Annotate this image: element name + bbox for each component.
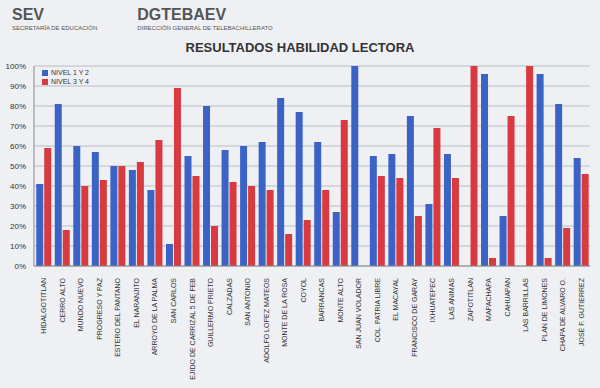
svg-text:ZAPOTITLAN: ZAPOTITLAN [467,278,474,321]
svg-text:30%: 30% [10,202,26,211]
svg-text:70%: 70% [10,122,26,131]
svg-text:LAS BARRILLAS: LAS BARRILLAS [522,278,529,332]
svg-text:90%: 90% [10,82,26,91]
svg-text:COL. PATRIA LIBRE: COL. PATRIA LIBRE [374,278,381,343]
svg-text:10%: 10% [10,242,26,251]
svg-text:CAHUAPAN: CAHUAPAN [504,278,511,316]
html-text:NIVEL 1 Y 2: NIVEL 1 Y 2 [51,69,89,76]
svg-text:ADOLFO LOPEZ MATEOS: ADOLFO LOPEZ MATEOS [263,278,270,363]
svg-text:SAN JUAN VOLADOR: SAN JUAN VOLADOR [355,278,362,349]
svg-text:MONTE ALTO: MONTE ALTO [337,277,344,322]
svg-text:ESTERO DEL PANTANO: ESTERO DEL PANTANO [114,277,121,356]
svg-text:CERRO ALTO: CERRO ALTO [59,277,66,322]
svg-text:PLAN DE LIMONES: PLAN DE LIMONES [541,278,548,342]
svg-text:CHAPA DE ALVARO O.: CHAPA DE ALVARO O. [559,278,566,351]
svg-text:FRANCISCO DE GARAY: FRANCISCO DE GARAY [411,278,418,357]
svg-text:EL MACAYAL: EL MACAYAL [392,278,399,321]
svg-text:COYOL: COYOL [300,278,307,303]
html-text:DIRECCIÓN GENERAL DE TELEBACHI: DIRECCIÓN GENERAL DE TELEBACHILLERATO [137,25,273,31]
html-text:RESULTADOS HABILIDAD LECTORA: RESULTADOS HABILIDAD LECTORA [185,40,415,55]
svg-text:MUNDO NUEVO: MUNDO NUEVO [77,277,84,331]
svg-text:LAS ANIMAS: LAS ANIMAS [448,278,455,320]
svg-text:20%: 20% [10,222,26,231]
svg-text:EJIDO DE CARRIZAL 5 DE FEB: EJIDO DE CARRIZAL 5 DE FEB [189,278,196,380]
html-text:SEV: SEV [12,6,44,23]
svg-text:IXHUATEPEC: IXHUATEPEC [429,278,436,322]
html-text:NIVEL 3 Y 4: NIVEL 3 Y 4 [51,78,89,85]
svg-text:100%: 100% [6,62,26,71]
svg-text:PROGRESO Y PAZ: PROGRESO Y PAZ [96,277,103,340]
svg-text:60%: 60% [10,142,26,151]
svg-text:80%: 80% [10,102,26,111]
svg-text:SAN CARLOS: SAN CARLOS [170,278,177,323]
svg-text:JOSÉ F. GUTIERREZ: JOSÉ F. GUTIERREZ [577,277,585,346]
svg-text:50%: 50% [10,162,26,171]
svg-text:40%: 40% [10,182,26,191]
svg-text:BARRANCAS: BARRANCAS [318,278,325,322]
svg-text:0%: 0% [14,262,26,271]
svg-text:ARROYO DE LA PALMA: ARROYO DE LA PALMA [151,278,158,356]
svg-text:EL NARANJITO: EL NARANJITO [133,277,140,327]
svg-text:CALZADAS: CALZADAS [226,278,233,315]
svg-text:GUILLERMO PRIETO: GUILLERMO PRIETO [207,277,214,347]
svg-text:MAPACHAPA: MAPACHAPA [485,278,492,321]
svg-text:SAN ANTONIO: SAN ANTONIO [244,277,251,325]
html-text:SECRETARÍA DE EDUCACIÓN: SECRETARÍA DE EDUCACIÓN [12,25,98,31]
svg-text:MONTE DE LA ROSA: MONTE DE LA ROSA [281,278,288,347]
svg-text:HIDALGOTITLAN: HIDALGOTITLAN [40,278,47,334]
html-text:DGTEBAEV: DGTEBAEV [137,6,227,23]
